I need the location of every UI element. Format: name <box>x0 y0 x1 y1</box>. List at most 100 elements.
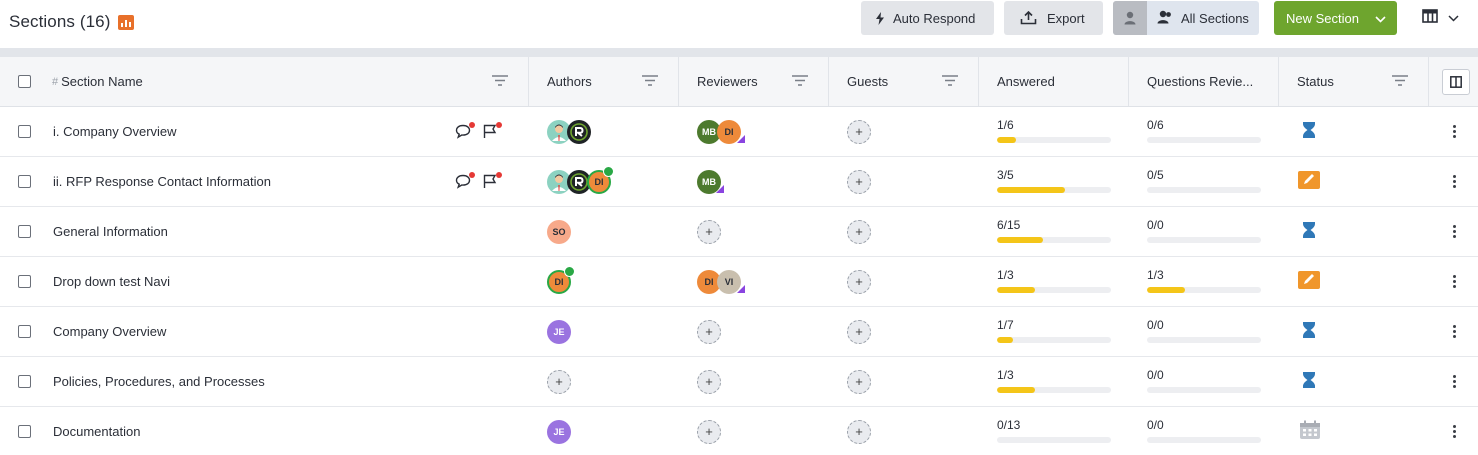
row-checkbox[interactable] <box>18 175 31 188</box>
guests-cell[interactable]: + <box>847 357 871 406</box>
authors-cell[interactable]: + <box>547 357 571 406</box>
section-name[interactable]: i. Company Overview <box>53 124 177 139</box>
add-reviewer-button[interactable]: + <box>697 219 721 244</box>
flag-icon[interactable] <box>482 122 502 139</box>
filter-icon[interactable] <box>642 74 658 89</box>
hourglass-icon[interactable] <box>1302 371 1316 392</box>
table-row[interactable]: ii. RFP Response Contact Information DI <box>0 157 1478 207</box>
comment-icon[interactable] <box>455 122 475 139</box>
row-checkbox[interactable] <box>18 375 31 388</box>
authors-cell[interactable]: JE <box>547 407 571 455</box>
col-guests[interactable]: Guests <box>847 57 978 106</box>
add-guest-button[interactable]: + <box>847 419 871 444</box>
status-cell[interactable] <box>1302 307 1316 356</box>
reviewers-cell[interactable]: MB <box>697 157 724 206</box>
section-name-cell[interactable]: Company Overview <box>53 307 166 356</box>
authors-cell[interactable] <box>547 107 591 156</box>
section-name-cell[interactable]: Documentation <box>53 407 140 455</box>
analytics-chart-icon[interactable] <box>118 14 135 30</box>
add-reviewer-button[interactable]: + <box>697 419 721 444</box>
row-checkbox[interactable] <box>18 425 31 438</box>
section-name[interactable]: Documentation <box>53 424 141 439</box>
authors-cell[interactable]: DI <box>547 257 575 306</box>
add-guest-button[interactable]: + <box>847 119 871 144</box>
col-status[interactable]: Status <box>1297 57 1428 106</box>
auto-respond-button[interactable]: Auto Respond <box>861 1 994 35</box>
section-name[interactable]: Drop down test Navi <box>53 274 171 289</box>
add-guest-button[interactable]: + <box>847 319 871 344</box>
add-guest-button[interactable]: + <box>847 269 871 294</box>
more-options-icon[interactable] <box>1453 275 1456 288</box>
column-divider[interactable] <box>1428 57 1429 106</box>
section-name[interactable]: General Information <box>53 224 168 239</box>
table-row[interactable]: Company Overview JE + + 1/7 0/0 <box>0 307 1478 357</box>
filter-icon[interactable] <box>942 74 958 89</box>
row-checkbox[interactable] <box>18 325 31 338</box>
calendar-icon[interactable] <box>1299 420 1321 443</box>
col-reviewers[interactable]: Reviewers <box>697 57 828 106</box>
pencil-icon[interactable] <box>1298 271 1320 292</box>
table-row[interactable]: General Information SO + + 6/15 0/0 <box>0 207 1478 257</box>
column-divider[interactable] <box>528 57 529 106</box>
guests-cell[interactable]: + <box>847 207 871 256</box>
guests-cell[interactable]: + <box>847 407 871 455</box>
authors-cell[interactable]: SO <box>547 207 571 256</box>
comment-icon[interactable] <box>455 172 475 189</box>
section-name-cell[interactable]: Drop down test Navi <box>53 257 170 306</box>
new-section-button[interactable]: New Section <box>1274 1 1397 35</box>
table-layout-menu[interactable] <box>1422 9 1459 26</box>
add-guest-button[interactable]: + <box>847 369 871 394</box>
chevron-down-icon[interactable] <box>1375 11 1386 26</box>
status-cell[interactable] <box>1302 107 1316 156</box>
avatar-je[interactable]: JE <box>547 319 571 344</box>
status-cell[interactable] <box>1298 257 1320 306</box>
reviewers-cell[interactable]: + <box>697 407 721 455</box>
col-questions-reviewed[interactable]: Questions Revie... <box>1147 57 1278 106</box>
columns-toggle-icon[interactable] <box>1442 68 1470 95</box>
column-divider[interactable] <box>828 57 829 106</box>
row-checkbox[interactable] <box>18 125 31 138</box>
guests-cell[interactable]: + <box>847 107 871 156</box>
select-all-checkbox[interactable] <box>18 75 31 88</box>
column-divider[interactable] <box>1128 57 1129 106</box>
column-divider[interactable] <box>978 57 979 106</box>
avatar-r-logo-icon[interactable] <box>567 119 591 144</box>
filter-icon[interactable] <box>492 74 508 89</box>
more-options-icon[interactable] <box>1453 125 1456 138</box>
guests-cell[interactable]: + <box>847 307 871 356</box>
status-cell[interactable] <box>1302 207 1316 256</box>
avatar-di[interactable]: DI <box>697 269 721 294</box>
all-sections-filter[interactable]: All Sections <box>1113 1 1259 35</box>
section-name[interactable]: ii. RFP Response Contact Information <box>53 174 271 189</box>
row-checkbox[interactable] <box>18 275 31 288</box>
col-authors[interactable]: Authors <box>547 57 678 106</box>
hourglass-icon[interactable] <box>1302 321 1316 342</box>
add-reviewer-button[interactable]: + <box>697 369 721 394</box>
more-options-icon[interactable] <box>1453 175 1456 188</box>
column-divider[interactable] <box>678 57 679 106</box>
section-name-cell[interactable]: Policies, Procedures, and Processes <box>53 357 265 406</box>
table-row[interactable]: Drop down test Navi DI DI VI + 1/3 <box>0 257 1478 307</box>
avatar-person-icon[interactable] <box>547 119 571 144</box>
hourglass-icon[interactable] <box>1302 221 1316 242</box>
more-options-icon[interactable] <box>1453 375 1456 388</box>
more-options-icon[interactable] <box>1453 425 1456 438</box>
reviewers-cell[interactable]: + <box>697 307 721 356</box>
row-checkbox[interactable] <box>18 225 31 238</box>
avatar-je[interactable]: JE <box>547 419 571 444</box>
section-name-cell[interactable]: i. Company Overview <box>53 107 177 156</box>
guests-cell[interactable]: + <box>847 257 871 306</box>
col-section-name[interactable]: # Section Name <box>52 57 528 106</box>
reviewers-cell[interactable]: MB DI <box>697 107 745 156</box>
flag-icon[interactable] <box>482 172 502 189</box>
authors-cell[interactable]: DI <box>547 157 614 206</box>
col-answered[interactable]: Answered <box>997 57 1128 106</box>
filter-icon[interactable] <box>792 74 808 89</box>
all-sections-toggle[interactable]: All Sections <box>1147 10 1249 27</box>
section-name[interactable]: Company Overview <box>53 324 167 339</box>
export-button[interactable]: Export <box>1004 1 1103 35</box>
section-name-cell[interactable]: General Information <box>53 207 168 256</box>
single-user-icon[interactable] <box>1113 1 1147 35</box>
column-divider[interactable] <box>1278 57 1279 106</box>
table-row[interactable]: i. Company Overview MB <box>0 107 1478 157</box>
